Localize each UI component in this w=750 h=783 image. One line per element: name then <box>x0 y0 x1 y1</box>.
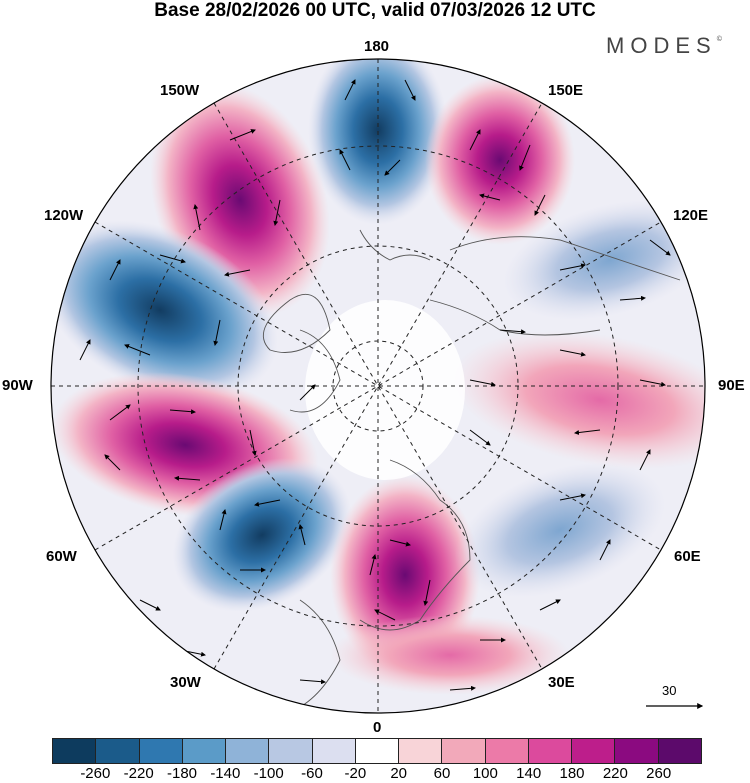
colorbar-swatch <box>226 739 270 763</box>
lon-label-120w: 120W <box>44 207 84 224</box>
lon-label-60e: 60E <box>674 548 701 565</box>
modes-logo: MODES© <box>606 33 722 59</box>
colorbar-tick-label: -20 <box>344 765 367 782</box>
colorbar-tick-label: 20 <box>390 765 407 782</box>
lon-label-60w: 60W <box>46 548 77 565</box>
canada-low <box>51 220 279 400</box>
colorbar-tick-label: 180 <box>559 765 585 782</box>
colorbar-ticks: -260 -220 -180 -140 -100 -60 -20 20 60 100 140 180 2… <box>0 765 750 783</box>
coastlines <box>262 229 681 713</box>
colorbar-tick-label: 220 <box>602 765 628 782</box>
lon-label-180: 180 <box>364 38 390 55</box>
lon-label-150w: 150W <box>160 82 200 99</box>
colorbar-swatch <box>572 739 616 763</box>
lon-label-0: 0 <box>373 719 382 736</box>
colorbar-swatch <box>485 739 529 763</box>
colorbar-swatch <box>355 739 400 763</box>
colorbar <box>52 738 702 764</box>
colorbar-tick-label: -220 <box>123 765 154 782</box>
map-border <box>50 58 706 714</box>
lon-label-120e: 120E <box>673 207 709 224</box>
colorbar-swatch <box>182 739 227 763</box>
north-pacific-low <box>308 59 448 225</box>
asia-positive <box>451 330 705 470</box>
colorbar-swatch <box>442 739 486 763</box>
colorbar-swatch <box>53 739 97 763</box>
colorbar-tick-label: -60 <box>301 765 323 782</box>
colorbar-swatch <box>615 739 659 763</box>
siberia-negative <box>502 199 705 321</box>
colorbar-swatch <box>399 739 443 763</box>
colorbar-swatch <box>312 739 356 763</box>
colorbar-tick-label: 140 <box>516 765 542 782</box>
colorbar-tick-label: -100 <box>253 765 284 782</box>
mediterranean-positive <box>330 615 570 695</box>
colorbar-tick-label: -180 <box>166 765 198 782</box>
colorbar-swatch <box>658 739 701 763</box>
logo-text: MODES <box>606 33 717 58</box>
colorbar-tick-label: 100 <box>472 765 498 782</box>
wind-vectors <box>79 79 671 691</box>
lon-label-30w: 30W <box>170 674 201 691</box>
bering-high <box>425 75 575 245</box>
reference-vector-label: 30 <box>662 683 677 698</box>
lon-label-30e: 30E <box>548 674 575 691</box>
central-asia-negative <box>454 462 666 598</box>
logo-mark: © <box>716 36 722 43</box>
anomaly-field <box>51 59 705 713</box>
map-title: Base 28/02/2026 00 UTC, valid 07/03/2026… <box>154 0 596 21</box>
colorbar-swatch <box>96 739 140 763</box>
lon-label-150e: 150E <box>548 82 584 99</box>
lon-label-90w: 90W <box>2 377 33 394</box>
colorbar-swatch <box>528 739 573 763</box>
lon-label-90e: 90E <box>718 377 745 394</box>
atlantic-low <box>172 457 352 613</box>
colorbar-swatch <box>269 739 313 763</box>
colorbar-tick-label: -140 <box>210 765 241 782</box>
colorbar-swatch <box>139 739 183 763</box>
colorbar-tick-label: 60 <box>433 765 451 782</box>
colorbar-tick-label: -260 <box>80 765 111 782</box>
arctic-neutral <box>305 300 465 480</box>
colorbar-tick-label: 260 <box>646 765 672 782</box>
